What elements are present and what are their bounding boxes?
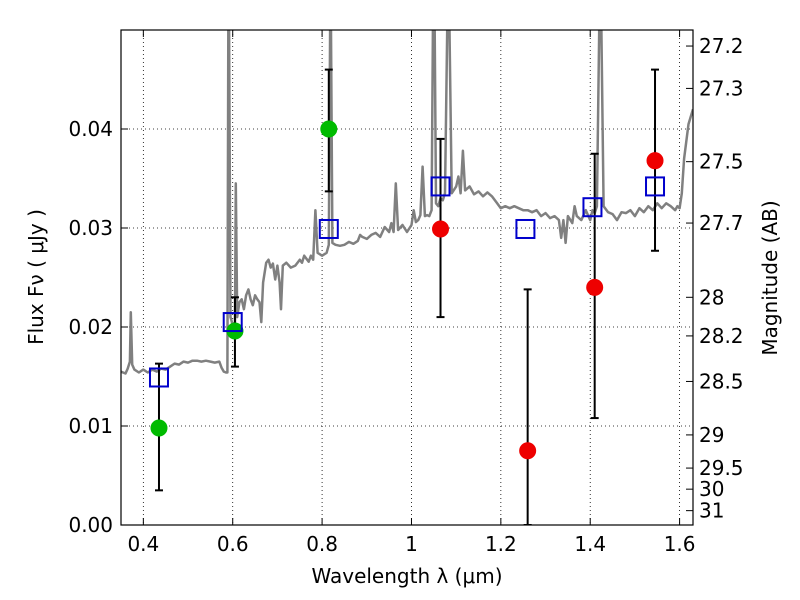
data-point-circle: [586, 278, 604, 296]
magnitude-axis-label: Magnitude (AB): [758, 200, 782, 355]
data-point-square: [645, 176, 666, 197]
magnitude-tick-label: 29: [699, 423, 724, 447]
data-point-circle: [646, 152, 664, 170]
x-tick-label: 1: [405, 532, 418, 556]
data-point-square: [222, 312, 243, 333]
magnitude-tick-label: 27.3: [699, 76, 744, 100]
data-point-square: [318, 218, 339, 239]
x-tick-label: 0.8: [306, 532, 338, 556]
plot-area: [121, 30, 693, 525]
y-tick-label: 0.04: [68, 117, 113, 141]
magnitude-tick-label: 27.5: [699, 150, 744, 174]
x-tick-label: 0.4: [127, 532, 159, 556]
magnitude-tick-label: 29.5: [699, 456, 744, 480]
data-point-circle: [150, 419, 168, 437]
y-tick-label: 0.01: [68, 414, 113, 438]
plot-frame: [120, 29, 694, 526]
y-tick-label: 0.02: [68, 315, 113, 339]
x-axis-label: Wavelength λ (μm): [311, 564, 502, 588]
y-axis-ticks: 0.00 0.01 0.02 0.03 0.04: [68, 117, 128, 537]
x-tick-label: 1.6: [664, 532, 696, 556]
magnitude-tick-label: 28.5: [699, 369, 744, 393]
data-point-square: [515, 218, 536, 239]
data-point-circle: [519, 442, 537, 460]
x-axis-ticks: 0.4 0.6 0.8 1 1.2 1.4 1.6: [127, 30, 696, 556]
data-point-square: [430, 176, 451, 197]
data-point-square: [582, 197, 603, 218]
y-axis-label: Flux Fν ( μJy ): [24, 209, 48, 345]
x-tick-label: 0.6: [217, 532, 249, 556]
magnitude-tick-label: 27.7: [699, 211, 744, 235]
magnitude-tick-label: 31: [699, 499, 724, 523]
x-tick-label: 1.2: [485, 532, 517, 556]
data-point-square: [148, 367, 169, 388]
y-tick-label: 0.00: [68, 513, 113, 537]
magnitude-tick-label: 27.2: [699, 34, 744, 58]
magnitude-tick-label: 28: [699, 285, 724, 309]
x-tick-label: 1.4: [574, 532, 606, 556]
data-point-circle: [432, 220, 450, 238]
data-point-circle: [320, 120, 338, 138]
plot-background: [121, 30, 693, 525]
y-tick-label: 0.03: [68, 216, 113, 240]
magnitude-tick-label: 30: [699, 477, 724, 501]
magnitude-tick-label: 28.2: [699, 324, 744, 348]
